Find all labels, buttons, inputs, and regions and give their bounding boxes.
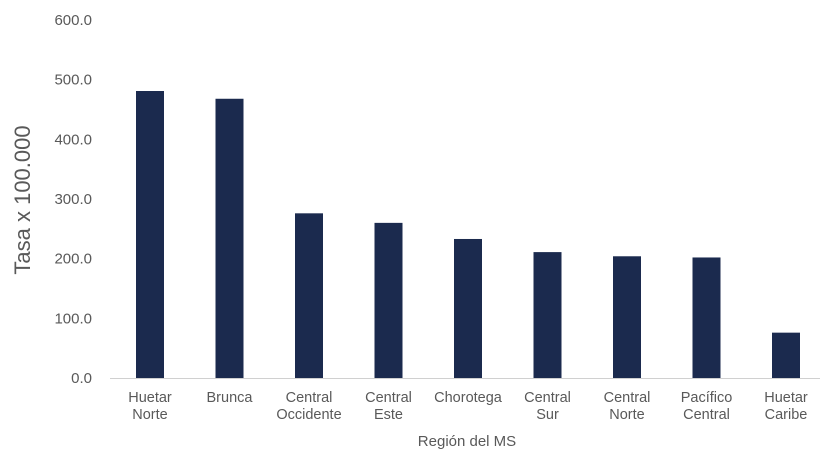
x-tick-label-line: Central [286, 390, 333, 406]
y-tick-label: 200.0 [54, 251, 92, 268]
bars [136, 91, 800, 379]
x-tick-label-line: Central [604, 390, 651, 406]
x-tick-label: Chorotega [434, 390, 503, 406]
y-tick-label: 0.0 [71, 370, 92, 387]
x-tick-label: Central Sur [524, 390, 571, 423]
y-tick-label: 300.0 [54, 191, 92, 208]
bar [374, 222, 403, 378]
bar [215, 98, 244, 378]
x-tick-label-line: Occidente [276, 407, 341, 423]
x-tick-label-line: Sur [536, 407, 559, 423]
x-tick-label-line: Caribe [765, 407, 808, 423]
x-tick-label-line: Huetar [128, 390, 172, 406]
x-tick-label: Huetar Norte [128, 390, 172, 423]
bar [295, 213, 323, 378]
x-tick-label-line: Norte [609, 407, 644, 423]
bar [613, 256, 641, 378]
bar [772, 332, 800, 378]
x-tick-label-line: Huetar [764, 390, 808, 406]
x-tick-label-line: Central [683, 407, 730, 423]
x-tick-label: Central Norte [604, 390, 651, 423]
x-tick-label: Central Este [365, 390, 412, 423]
x-tick-label: Pacífico Central [681, 390, 733, 423]
x-tick-label-line: Chorotega [434, 390, 503, 406]
x-tick-label-line: Norte [132, 407, 167, 423]
y-axis-title: Tasa x 100.000 [10, 125, 35, 274]
bar [533, 252, 562, 378]
x-tick-label-line: Brunca [207, 390, 254, 406]
bar [454, 238, 482, 378]
bar [692, 257, 721, 378]
y-tick-label: 400.0 [54, 131, 92, 148]
y-tick-labels: 0.0 100.0 200.0 300.0 400.0 500.0 600.0 [54, 12, 92, 387]
x-tick-label: Huetar Caribe [764, 390, 808, 423]
bar [136, 91, 164, 379]
x-axis-title: Región del MS [418, 433, 516, 450]
x-tick-label-line: Este [374, 407, 403, 423]
y-tick-label: 500.0 [54, 72, 92, 89]
x-tick-label-line: Central [524, 390, 571, 406]
y-tick-label: 600.0 [54, 12, 92, 29]
x-tick-label: Central Occidente [276, 390, 341, 423]
x-tick-label: Brunca [207, 390, 254, 406]
y-tick-label: 100.0 [54, 310, 92, 327]
x-tick-label-line: Pacífico [681, 390, 733, 406]
x-tick-label-line: Central [365, 390, 412, 406]
